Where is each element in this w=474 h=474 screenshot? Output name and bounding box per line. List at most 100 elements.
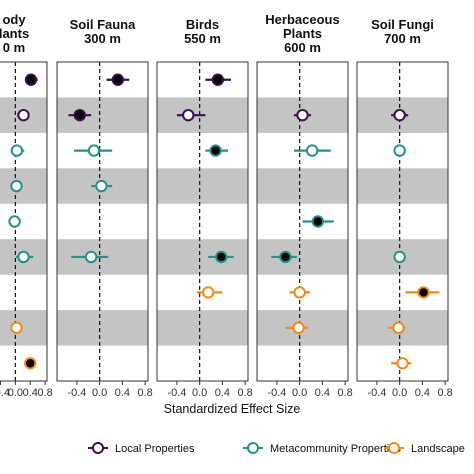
row-band	[257, 168, 348, 204]
panel-frame	[256, 61, 349, 382]
effect-point-meta	[16, 250, 34, 264]
effect-point-meta	[10, 179, 23, 193]
effect-point-meta	[393, 250, 406, 264]
x-tick-label: 0.8	[338, 387, 353, 399]
panel-title-line: ody	[2, 12, 26, 27]
legend-item-local: Local Properties	[88, 442, 195, 455]
estimate-marker	[215, 250, 228, 264]
estimate-marker	[201, 286, 215, 299]
effect-point-landscape	[289, 286, 310, 299]
effect-point-landscape	[196, 286, 223, 299]
legend-label: Landscape	[411, 443, 465, 455]
row-band	[257, 239, 348, 275]
effect-point-local	[68, 108, 92, 122]
panel-frame	[56, 61, 149, 382]
effect-point-landscape	[388, 321, 406, 335]
row-band	[0, 168, 47, 204]
x-tick-label: -0.4	[0, 387, 10, 399]
effect-point-meta	[205, 144, 229, 157]
effect-point-landscape	[391, 357, 412, 370]
effect-point-local	[106, 73, 130, 86]
estimate-marker	[17, 108, 30, 122]
x-tick-label: 0.8	[238, 387, 253, 399]
x-tick-label: -0.4	[167, 387, 186, 399]
legend-item-landscape: Landscape	[384, 442, 465, 455]
panel-title-line: Plants	[283, 26, 322, 41]
estimate-marker	[10, 179, 23, 193]
estimate-marker	[305, 144, 319, 157]
estimate-marker	[24, 73, 38, 86]
estimate-marker	[73, 108, 86, 122]
estimate-marker	[111, 73, 125, 86]
effect-point-meta	[393, 144, 406, 157]
legend-marker	[247, 442, 259, 454]
effect-point-meta	[71, 250, 109, 264]
effect-point-meta	[271, 250, 297, 264]
estimate-marker	[84, 250, 98, 264]
legend: Local Properties Metacommunity Properties…	[88, 442, 465, 455]
legend-item-meta: Metacommunity Properties	[243, 442, 401, 455]
estimate-marker	[296, 108, 309, 122]
effect-point-meta	[302, 215, 334, 228]
panel-frame	[356, 61, 449, 382]
estimate-marker	[311, 215, 325, 228]
x-tick-label: 0.0	[192, 387, 207, 399]
effect-point-meta	[293, 144, 331, 157]
effect-point-local	[391, 108, 409, 122]
estimate-marker	[279, 250, 292, 264]
estimate-marker	[393, 108, 406, 122]
row-band	[57, 310, 148, 346]
panel-title-line: 550 m	[184, 31, 221, 46]
estimate-marker	[10, 144, 24, 157]
panel-title-line: 700 m	[384, 31, 421, 46]
panel-frame	[0, 61, 48, 382]
effect-point-meta	[8, 215, 21, 228]
estimate-marker	[10, 321, 23, 335]
estimate-marker	[392, 321, 405, 335]
estimate-marker	[393, 250, 406, 264]
effect-point-landscape	[405, 286, 440, 299]
effect-point-landscape	[10, 321, 23, 335]
x-tick-label: 0.8	[438, 387, 453, 399]
effect-point-landscape	[24, 357, 37, 370]
panel-title-line: Birds	[186, 17, 219, 32]
x-tick-label: 0.4	[23, 387, 38, 399]
panel-title-line: 0 m	[3, 40, 25, 55]
x-tick-label: -0.4	[367, 387, 386, 399]
effect-point-local	[17, 108, 30, 122]
row-band	[157, 310, 248, 346]
estimate-marker	[292, 321, 305, 335]
estimate-marker	[95, 179, 108, 193]
estimate-marker	[182, 108, 195, 122]
estimate-marker	[293, 286, 306, 299]
x-tick-label: 0.4	[215, 387, 230, 399]
estimate-marker	[209, 144, 222, 157]
x-tick-label: 0.4	[315, 387, 330, 399]
x-tick-label: -0.4	[67, 387, 86, 399]
x-tick-label: 0.0	[392, 387, 407, 399]
estimate-marker	[87, 144, 101, 157]
estimate-marker	[396, 357, 409, 370]
x-tick-label: 0.0	[292, 387, 307, 399]
estimate-marker	[211, 73, 225, 86]
panel-title-line: Soil Fungi	[371, 17, 434, 32]
x-tick-label: 0.8	[138, 387, 153, 399]
effect-point-meta	[91, 179, 113, 193]
panel-title-line: 300 m	[84, 31, 121, 46]
effect-point-local	[293, 108, 312, 122]
estimate-marker	[17, 250, 30, 264]
x-tick-label: 0.4	[415, 387, 430, 399]
row-band	[0, 310, 47, 346]
panel-frame	[156, 61, 249, 382]
legend-marker	[92, 442, 104, 454]
x-tick-label: -0.4	[267, 387, 286, 399]
effect-point-local	[24, 73, 38, 86]
x-tick-label: 0.0	[92, 387, 107, 399]
effect-point-meta	[208, 250, 234, 264]
